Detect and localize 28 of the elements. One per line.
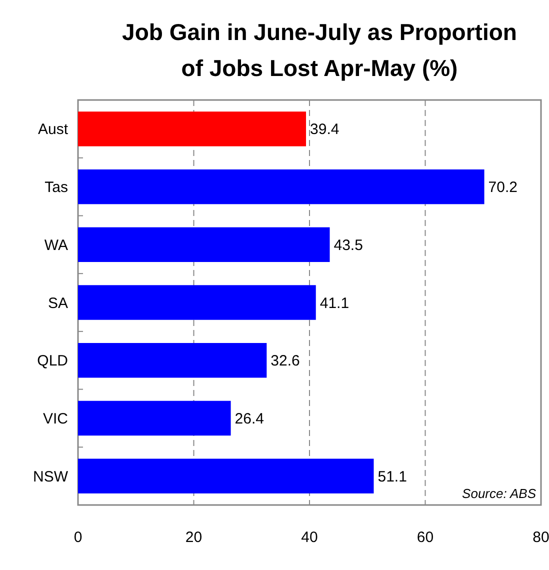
bar [78, 112, 306, 146]
data-label: 39.4 [310, 121, 340, 138]
x-tick-label: 40 [301, 529, 318, 546]
data-label: 43.5 [334, 236, 363, 254]
chart-title: Job Gain in June-July as Proportion of Jobs Lost Apr-May (%) [122, 19, 517, 81]
y-tick-label: VIC [42, 410, 68, 428]
data-label: 32.6 [270, 352, 300, 370]
x-tick-label: 60 [416, 529, 434, 546]
annotation: Source: ABS [462, 486, 536, 501]
y-tick-label: Tas [44, 179, 68, 196]
y-tick-label: NSW [33, 468, 69, 486]
y-tick-label: SA [48, 294, 68, 312]
data-label: 70.2 [488, 179, 518, 196]
x-tick-label: 80 [532, 529, 549, 546]
y-tick-label: QLD [37, 352, 68, 370]
data-label: 41.1 [320, 294, 350, 312]
bar [78, 458, 374, 494]
y-tick-label: Aust [38, 121, 69, 138]
x-tick-label: 20 [185, 529, 202, 546]
data-label: 51.1 [378, 468, 407, 486]
bar [78, 285, 316, 320]
bar [78, 400, 231, 436]
bar [78, 343, 267, 378]
bar [78, 227, 330, 262]
bar [78, 169, 484, 204]
data-label: 26.4 [234, 410, 264, 428]
x-tick-label: 0 [74, 529, 82, 546]
y-tick-label: WA [44, 236, 68, 254]
